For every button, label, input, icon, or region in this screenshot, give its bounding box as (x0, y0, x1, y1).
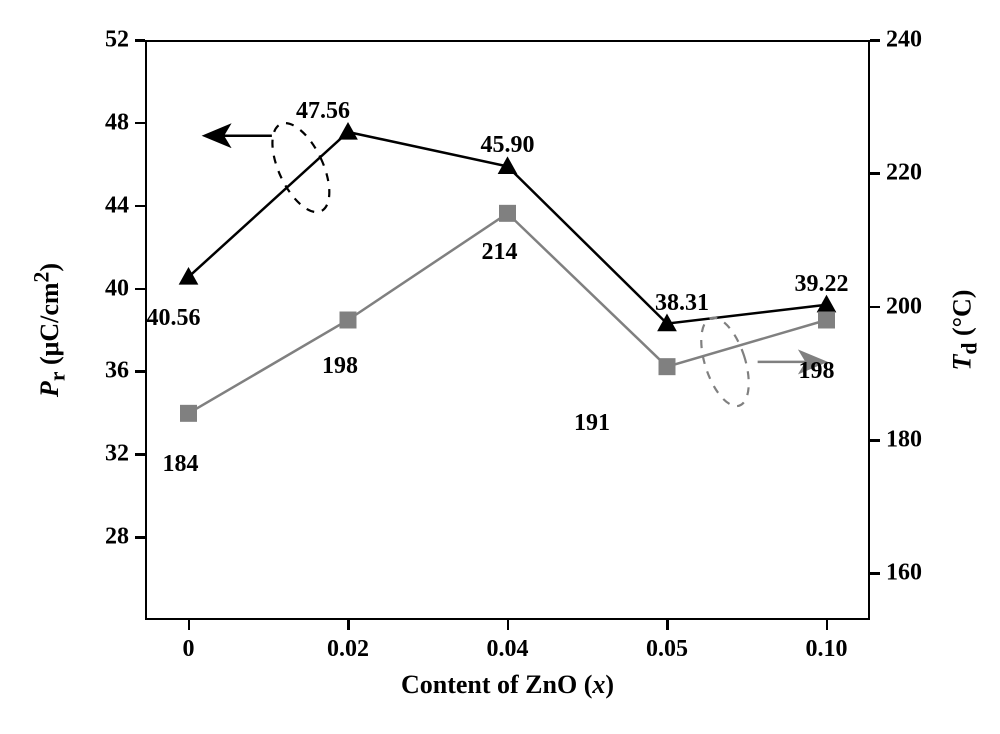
series-marker-Td (819, 312, 835, 328)
left-indicator-ellipse (261, 115, 341, 221)
data-label-Pr: 45.90 (481, 132, 535, 159)
data-label-Pr: 47.56 (296, 98, 350, 125)
dual-axis-chart: 00.020.040.050.1028323640444852160180200… (0, 0, 1000, 734)
data-label-Td: 214 (482, 239, 518, 266)
data-label-Pr: 39.22 (795, 271, 849, 298)
data-label-Td: 184 (163, 451, 199, 478)
series-marker-Pr (818, 296, 836, 312)
series-marker-Td (181, 405, 197, 421)
data-label-Td: 198 (322, 353, 358, 380)
data-label-Td: 191 (574, 410, 610, 437)
data-label-Pr: 40.56 (147, 305, 201, 332)
plot-svg-layer (0, 0, 1000, 734)
series-marker-Pr (339, 123, 357, 139)
series-marker-Td (500, 205, 516, 221)
data-label-Td: 198 (799, 358, 835, 385)
series-marker-Td (340, 312, 356, 328)
right-indicator-ellipse (692, 312, 758, 412)
data-label-Pr: 38.31 (655, 290, 709, 317)
series-marker-Td (659, 359, 675, 375)
